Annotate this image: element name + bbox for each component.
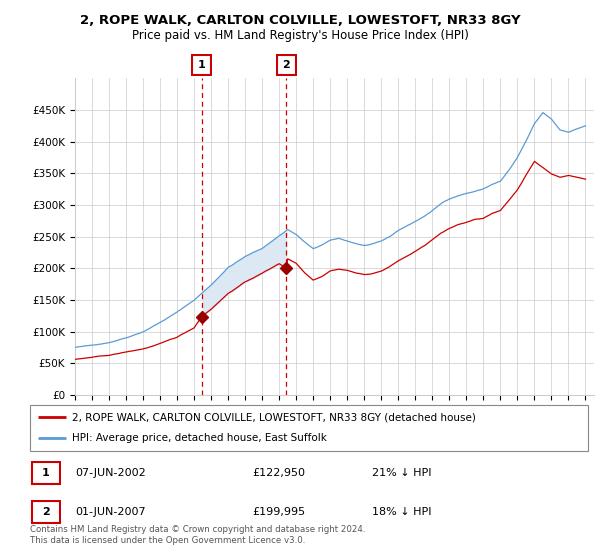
FancyBboxPatch shape [192,55,211,74]
Text: 1: 1 [198,60,205,70]
Text: 1: 1 [42,468,49,478]
Text: 2, ROPE WALK, CARLTON COLVILLE, LOWESTOFT, NR33 8GY: 2, ROPE WALK, CARLTON COLVILLE, LOWESTOF… [80,14,520,27]
Text: 2: 2 [42,507,49,517]
FancyBboxPatch shape [32,501,59,524]
Text: HPI: Average price, detached house, East Suffolk: HPI: Average price, detached house, East… [72,433,327,444]
Text: 01-JUN-2007: 01-JUN-2007 [75,507,146,517]
FancyBboxPatch shape [32,462,59,484]
Text: 2, ROPE WALK, CARLTON COLVILLE, LOWESTOFT, NR33 8GY (detached house): 2, ROPE WALK, CARLTON COLVILLE, LOWESTOF… [72,412,476,422]
FancyBboxPatch shape [277,55,296,74]
Text: 18% ↓ HPI: 18% ↓ HPI [372,507,431,517]
Text: Contains HM Land Registry data © Crown copyright and database right 2024.
This d: Contains HM Land Registry data © Crown c… [30,525,365,545]
Text: Price paid vs. HM Land Registry's House Price Index (HPI): Price paid vs. HM Land Registry's House … [131,29,469,42]
FancyBboxPatch shape [30,405,588,451]
Text: 2: 2 [283,60,290,70]
Text: £199,995: £199,995 [252,507,305,517]
Text: 07-JUN-2002: 07-JUN-2002 [75,468,146,478]
Text: 21% ↓ HPI: 21% ↓ HPI [372,468,431,478]
Text: £122,950: £122,950 [252,468,305,478]
